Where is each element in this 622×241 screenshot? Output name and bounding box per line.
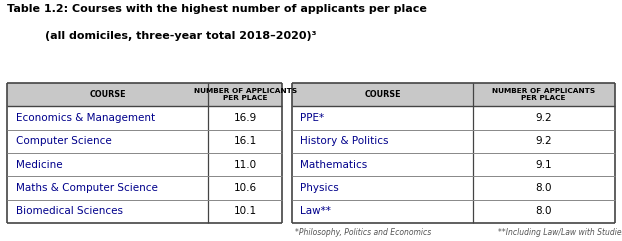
Text: **Including Law/Law with Studies in Europe: **Including Law/Law with Studies in Euro…	[498, 228, 622, 237]
Text: Computer Science: Computer Science	[16, 136, 111, 146]
Text: Medicine: Medicine	[16, 160, 62, 170]
Text: History & Politics: History & Politics	[300, 136, 389, 146]
Text: 11.0: 11.0	[233, 160, 257, 170]
Text: Mathematics: Mathematics	[300, 160, 368, 170]
Bar	[7, 83, 282, 106]
Text: Economics & Management: Economics & Management	[16, 113, 155, 123]
Text: COURSE: COURSE	[364, 90, 401, 99]
Text: 8.0: 8.0	[536, 183, 552, 193]
Text: Law**: Law**	[300, 206, 332, 216]
Text: Biomedical Sciences: Biomedical Sciences	[16, 206, 123, 216]
Text: 10.6: 10.6	[233, 183, 257, 193]
Text: Table 1.2: Courses with the highest number of applicants per place: Table 1.2: Courses with the highest numb…	[7, 4, 427, 13]
Text: 8.0: 8.0	[536, 206, 552, 216]
Text: Maths & Computer Science: Maths & Computer Science	[16, 183, 157, 193]
Text: (all domiciles, three-year total 2018–2020)³: (all domiciles, three-year total 2018–20…	[45, 31, 316, 41]
Text: Physics: Physics	[300, 183, 339, 193]
Text: 9.2: 9.2	[536, 136, 552, 146]
Text: *Philosophy, Politics and Economics: *Philosophy, Politics and Economics	[295, 228, 432, 237]
Text: NUMBER OF APPLICANTS
PER PLACE: NUMBER OF APPLICANTS PER PLACE	[492, 88, 595, 101]
Text: COURSE: COURSE	[90, 90, 126, 99]
Text: PPE*: PPE*	[300, 113, 325, 123]
Text: 9.2: 9.2	[536, 113, 552, 123]
Text: 9.1: 9.1	[536, 160, 552, 170]
Text: 10.1: 10.1	[233, 206, 257, 216]
Text: 16.1: 16.1	[233, 136, 257, 146]
Bar	[292, 83, 615, 106]
Text: NUMBER OF APPLICANTS
PER PLACE: NUMBER OF APPLICANTS PER PLACE	[193, 88, 297, 101]
Text: 16.9: 16.9	[233, 113, 257, 123]
